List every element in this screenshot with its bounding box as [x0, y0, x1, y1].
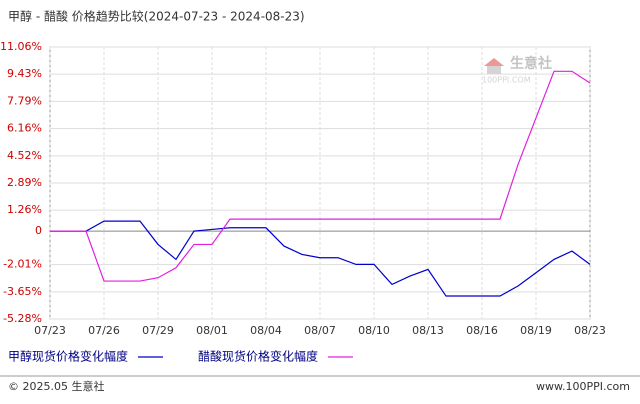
y-tick-label: 2.89%: [7, 176, 42, 189]
footer-left: © 2025.05 生意社: [8, 379, 104, 393]
x-tick-label: 08/13: [412, 324, 444, 337]
y-tick-label: 11.06%: [0, 40, 42, 53]
watermark-text: 生意社: [510, 55, 552, 72]
y-tick-label: 4.52%: [7, 149, 42, 162]
x-tick-label: 08/19: [520, 324, 552, 337]
y-tick-label: -5.28%: [3, 312, 42, 325]
y-tick-label: -3.65%: [3, 285, 42, 298]
watermark: 生意社 100PPI.COM: [482, 55, 552, 85]
x-tick-label: 08/04: [250, 324, 282, 337]
y-tick-label: 7.79%: [7, 94, 42, 107]
y-tick-label: 0: [35, 224, 42, 237]
legend-label: 甲醇现货价格变化幅度: [8, 349, 128, 364]
x-tick-label: 07/29: [142, 324, 174, 337]
y-tick-label: -2.01%: [3, 258, 42, 271]
watermark-sub: 100PPI.COM: [482, 76, 531, 85]
x-tick-label: 08/10: [358, 324, 390, 337]
x-tick-label: 08/23: [574, 324, 606, 337]
watermark-icon: [487, 66, 501, 74]
y-tick-label: 6.16%: [7, 122, 42, 135]
x-tick-label: 07/23: [34, 324, 66, 337]
y-tick-label: 1.26%: [7, 203, 42, 216]
x-tick-label: 08/16: [466, 324, 498, 337]
watermark-icon: [484, 58, 504, 66]
x-tick-label: 08/07: [304, 324, 336, 337]
legend-label: 醋酸现货价格变化幅度: [198, 349, 318, 364]
x-tick-label: 07/26: [88, 324, 120, 337]
series-line: [50, 220, 591, 297]
x-tick-label: 08/01: [196, 324, 228, 337]
series-line: [50, 70, 591, 282]
chart-title: 甲醇 - 醋酸 价格趋势比较(2024-07-23 - 2024-08-23): [8, 9, 305, 24]
footer-right: www.100PPI.com: [536, 380, 630, 393]
y-tick-label: 9.43%: [7, 67, 42, 80]
